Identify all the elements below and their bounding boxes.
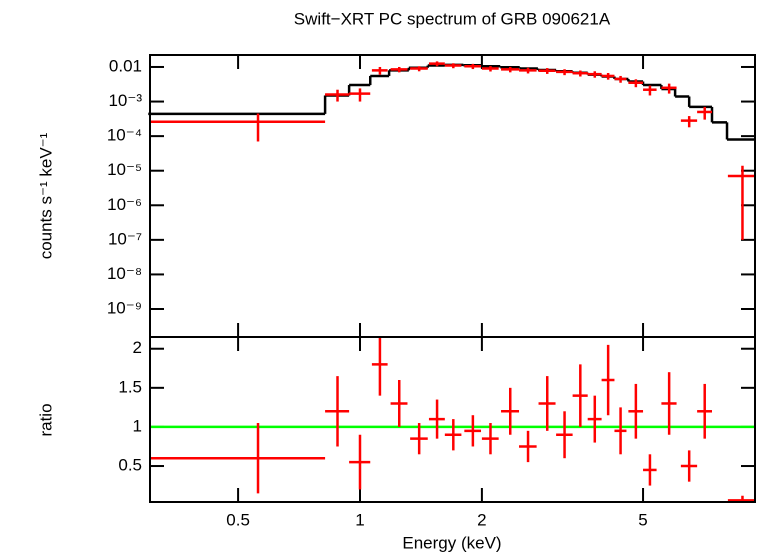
y-axis-label: counts s⁻¹ keV⁻¹: [36, 132, 55, 259]
y-tick-label: 10⁻⁸: [107, 264, 142, 283]
x-axis-label: Energy (keV): [402, 533, 501, 552]
y-tick-label: 1.5: [118, 377, 142, 396]
y-tick-label: 10⁻⁴: [107, 126, 142, 145]
plot-frame: [149, 54, 756, 338]
y-tick-label: 10⁻⁶: [107, 195, 142, 214]
x-tick-label: 5: [638, 510, 647, 529]
x-tick-label: 0.5: [226, 510, 250, 529]
y-tick-label: 0.01: [109, 56, 142, 75]
y-tick-label: 0.5: [118, 456, 142, 475]
x-tick-label: 1: [355, 510, 364, 529]
chart-title: Swift−XRT PC spectrum of GRB 090621A: [294, 9, 611, 28]
y-tick-label: 10⁻⁷: [108, 229, 142, 248]
y-tick-label: 10⁻⁹: [107, 298, 142, 317]
plot-frame: [149, 336, 756, 503]
x-tick-label: 2: [477, 510, 486, 529]
y-tick-label: 10⁻³: [108, 91, 142, 110]
y-axis-label: ratio: [36, 403, 55, 436]
y-tick-label: 10⁻⁵: [107, 160, 142, 179]
y-tick-label: 2: [133, 338, 142, 357]
y-tick-label: 1: [133, 416, 142, 435]
